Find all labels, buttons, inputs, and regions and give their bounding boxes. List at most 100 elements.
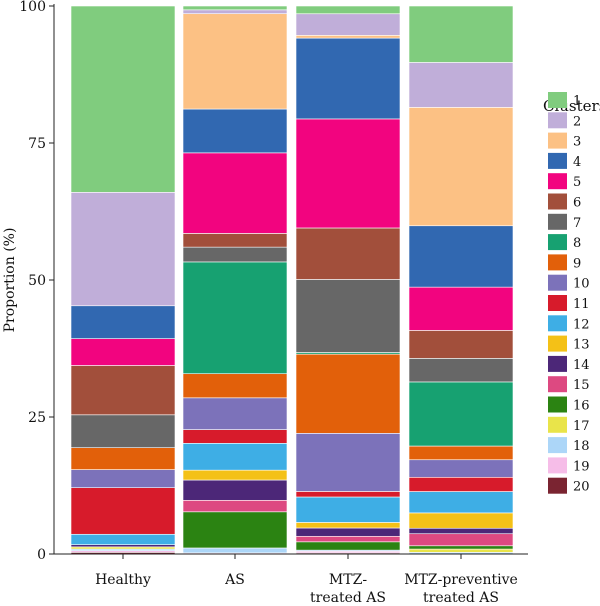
legend-label: 19: [573, 459, 590, 474]
bar-segment: [295, 227, 401, 280]
legend-label: 8: [573, 236, 581, 251]
y-tick-label: 75: [28, 136, 46, 152]
x-tick-label: MTZ-preventive: [404, 572, 518, 588]
y-tick-label: 0: [37, 547, 46, 563]
legend-label: 1: [573, 94, 581, 109]
bar-segment: [70, 338, 176, 366]
legend-swatch: [548, 416, 567, 433]
bars-layer: [70, 5, 514, 555]
bar-segment: [182, 108, 288, 154]
legend-swatch: [548, 315, 567, 332]
legend-label: 18: [573, 439, 590, 454]
bar-segment: [182, 233, 288, 248]
bar-segment: [182, 511, 288, 549]
bar-segment: [70, 5, 176, 193]
legend-swatch: [548, 477, 567, 494]
bar-segment: [182, 443, 288, 471]
bar-segment: [408, 459, 514, 478]
legend-swatch: [548, 396, 567, 413]
bar-segment: [182, 9, 288, 14]
bar-segment: [408, 381, 514, 447]
y-tick-label: 25: [28, 410, 46, 426]
bar-segment: [182, 429, 288, 444]
bar-segment: [295, 279, 401, 353]
legend-label: 20: [573, 480, 590, 495]
legend-label: 5: [573, 175, 581, 190]
bar-segment: [295, 5, 401, 15]
legend-swatch: [548, 437, 567, 454]
bar-segment: [295, 433, 401, 492]
bar-segment: [408, 476, 514, 492]
axes-layer: 0 25 50 75 100 Healthy AS MTZ-treated AS MTZ-pre…: [19, 0, 528, 606]
bar-segment: [182, 246, 288, 263]
bar-segment: [70, 192, 176, 307]
legend-swatch: [548, 193, 567, 210]
bar-segment: [295, 13, 401, 36]
legend-swatch: [548, 173, 567, 190]
legend-swatch: [548, 295, 567, 311]
legend-swatch: [548, 274, 567, 291]
x-tick-label: treated AS: [423, 590, 499, 606]
bar-segment: [408, 527, 514, 535]
legend-label: 2: [573, 114, 581, 129]
bar-segment: [295, 118, 401, 229]
bar-segment: [408, 5, 514, 63]
bar-segment: [182, 397, 288, 430]
bar-segment: [408, 358, 514, 383]
bar-segment: [295, 541, 401, 551]
bar-segment: [295, 37, 401, 120]
legend-label: 14: [573, 358, 590, 373]
bar-segment: [408, 545, 514, 550]
legend-label: 17: [573, 419, 590, 434]
bar-segment: [70, 544, 176, 548]
legend-label: 13: [573, 338, 590, 353]
bar-segment: [295, 491, 401, 498]
legend-swatch: [548, 112, 567, 129]
bar-segment: [408, 512, 514, 529]
x-tick-label: AS: [224, 572, 245, 588]
bar-segment: [182, 373, 288, 399]
x-tick-label: treated AS: [310, 590, 386, 606]
bar-segment: [182, 13, 288, 110]
legend-swatch: [548, 92, 567, 108]
legend-label: 3: [573, 135, 581, 150]
legend-swatch: [548, 132, 567, 149]
legend-swatch: [548, 152, 567, 169]
legend-swatch: [548, 234, 567, 251]
legend-label: 10: [573, 277, 590, 292]
legend-label: 4: [573, 155, 581, 170]
legend-label: 15: [573, 378, 590, 393]
bar-segment: [70, 414, 176, 448]
bar-segment: [182, 479, 288, 501]
y-tick-label: 50: [28, 273, 46, 289]
legend-swatch: [548, 355, 567, 372]
bar-segment: [70, 469, 176, 488]
bar-segment: [182, 469, 288, 481]
bar-segment: [295, 522, 401, 529]
bar-segment: [182, 499, 288, 513]
bar-segment: [70, 365, 176, 416]
bar-segment: [408, 445, 514, 461]
bar-segment: [408, 491, 514, 514]
bar-segment: [295, 535, 401, 543]
bar-segment: [70, 447, 176, 470]
bar-segment: [70, 487, 176, 535]
bar-segment: [408, 225, 514, 288]
x-tick-label: MTZ-: [329, 572, 367, 588]
bar-segment: [408, 286, 514, 331]
bar-segment: [70, 533, 176, 545]
legend-label: 9: [573, 256, 581, 271]
legend-swatch: [548, 457, 567, 474]
y-tick-label: 100: [19, 0, 46, 15]
bar-segment: [70, 546, 176, 550]
x-tick-label: Healthy: [95, 572, 151, 588]
legend-swatch: [548, 335, 567, 352]
bar-segment: [182, 5, 288, 11]
bar-segment: [408, 548, 514, 553]
legend-swatch: [548, 213, 567, 230]
bar-segment: [295, 353, 401, 434]
bar-segment: [70, 305, 176, 339]
bar-segment: [182, 547, 288, 554]
